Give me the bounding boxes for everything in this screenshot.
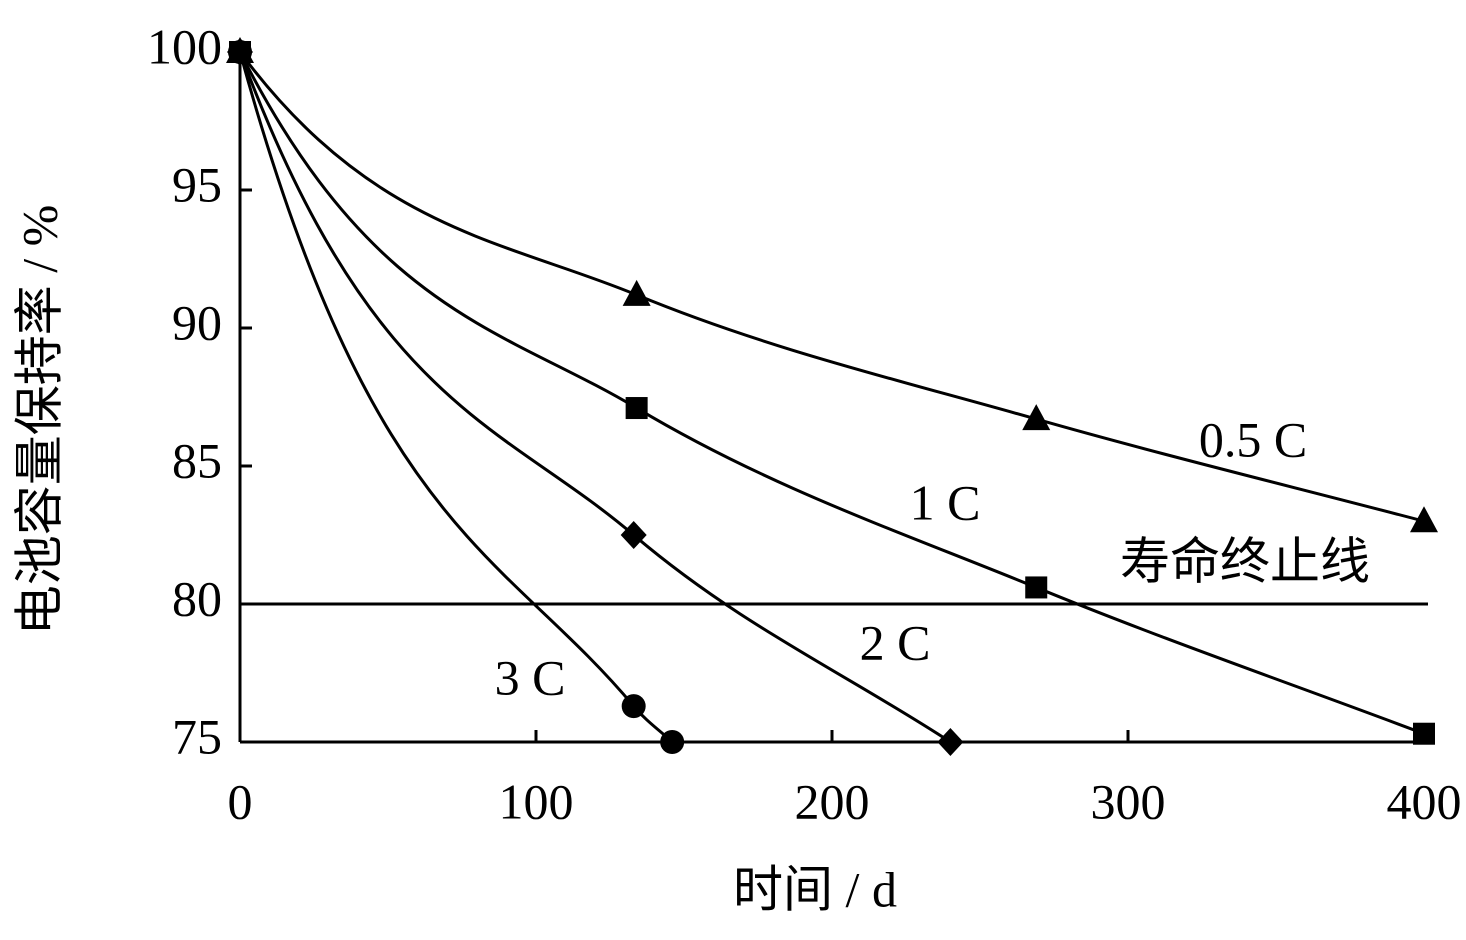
marker [1413, 722, 1435, 745]
marker [1022, 404, 1051, 431]
series-line [238, 51, 1425, 523]
x-tick-label: 100 [499, 773, 574, 829]
marker [622, 279, 651, 306]
y-tick-label: 90 [172, 294, 222, 350]
marker [228, 40, 252, 64]
x-tick-label: 300 [1091, 773, 1166, 829]
marker [621, 694, 646, 719]
marker [660, 730, 685, 754]
marker [1025, 576, 1048, 599]
series-line [238, 51, 952, 744]
series-line [238, 51, 674, 744]
reference-label: 寿命终止线 [1120, 533, 1370, 589]
x-tick-label: 200 [795, 773, 870, 829]
y-tick-label: 85 [172, 432, 222, 488]
series-line [238, 51, 1425, 736]
marker [620, 521, 647, 549]
series-label: 2 C [860, 614, 931, 670]
marker [937, 728, 964, 756]
x-tick-label: 400 [1387, 773, 1462, 829]
y-axis-title: 电池容量保持率 / % [11, 205, 67, 636]
series-label: 0.5 C [1199, 411, 1307, 467]
y-tick-label: 100 [147, 18, 222, 74]
marker [1410, 506, 1438, 533]
marker [625, 397, 648, 420]
series-label: 3 C [495, 649, 566, 705]
x-axis-title: 时间 / d [733, 861, 897, 917]
y-tick-label: 80 [172, 570, 222, 626]
x-tick-label: 0 [228, 773, 253, 829]
series-label: 1 C [910, 474, 981, 530]
y-tick-label: 95 [172, 156, 222, 212]
y-tick-label: 75 [172, 708, 222, 764]
